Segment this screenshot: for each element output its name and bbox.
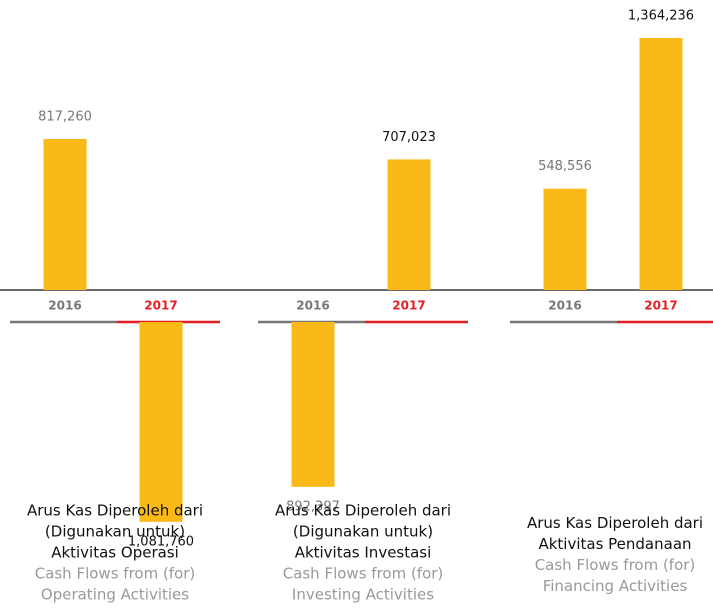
category-label: 2017 (644, 299, 677, 313)
bar (543, 188, 587, 290)
category-label: 2016 (48, 299, 81, 313)
group-title: Arus Kas Diperoleh dari (275, 502, 451, 520)
value-label: 1,081,760 (128, 534, 194, 549)
value-label: 707,023 (382, 130, 436, 145)
bar (43, 139, 87, 290)
group-title-en: Cash Flows from (for) (283, 565, 444, 583)
value-label: 817,260 (38, 110, 92, 125)
value-label: 1,364,236 (628, 9, 694, 24)
group-title: Arus Kas Diperoleh dari (27, 502, 203, 520)
group-title: Arus Kas Diperoleh dari (527, 514, 703, 532)
group-title: Aktivitas Pendanaan (538, 535, 691, 553)
group-title: (Digunakan untuk) (293, 523, 433, 541)
category-label: 2017 (392, 299, 425, 313)
group-title-en: Financing Activities (543, 577, 688, 595)
group-title: Aktivitas Investasi (295, 544, 432, 562)
group-title-en: Operating Activities (41, 586, 189, 604)
group-title-en: Cash Flows from (for) (535, 556, 696, 574)
value-label: 892,397 (286, 499, 340, 514)
group-title-en: Cash Flows from (for) (35, 565, 196, 583)
bar (387, 159, 431, 290)
value-label: 548,556 (538, 159, 592, 174)
group-title: (Digunakan untuk) (45, 523, 185, 541)
category-label: 2016 (548, 299, 581, 313)
bar (639, 38, 683, 290)
category-label: 2017 (144, 299, 177, 313)
bar (139, 322, 183, 522)
category-label: 2016 (296, 299, 329, 313)
group-title-en: Investing Activities (292, 586, 434, 604)
bar (291, 322, 335, 487)
group-title: Aktivitas Operasi (51, 544, 179, 562)
